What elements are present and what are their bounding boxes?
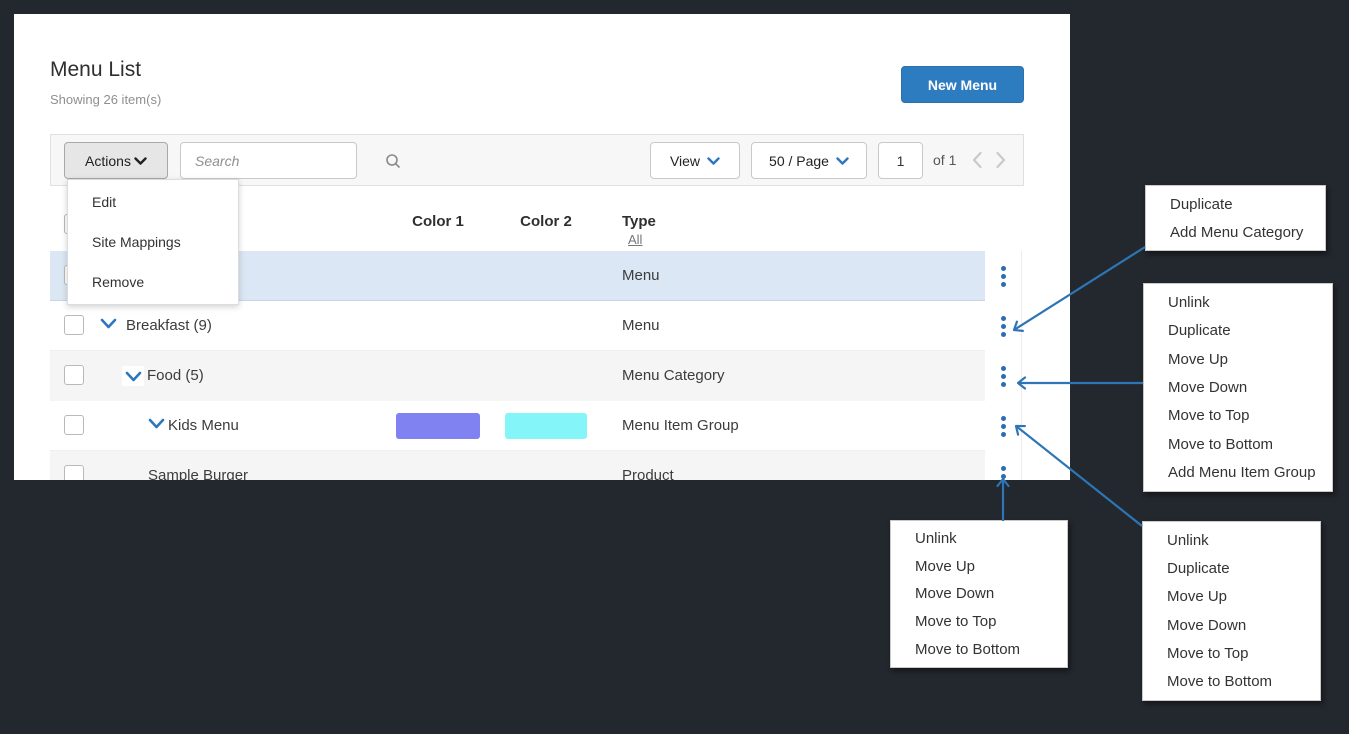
menu-item-add-menu-item-group[interactable]: Add Menu Item Group bbox=[1168, 464, 1316, 482]
chevron-down-icon bbox=[707, 153, 720, 169]
menu-item-move-to-bottom[interactable]: Move to Bottom bbox=[1168, 435, 1274, 453]
menu-item-move-up[interactable]: Move Up bbox=[915, 557, 976, 575]
row-type: Menu bbox=[622, 317, 660, 334]
row-name: Food (5) bbox=[147, 367, 204, 384]
actions-dropdown-menu: Edit Site Mappings Remove bbox=[67, 179, 239, 305]
chevron-down-icon bbox=[836, 153, 849, 169]
menu-item-move-down[interactable]: Move Down bbox=[1167, 616, 1247, 634]
page-size-label: 50 / Page bbox=[769, 152, 829, 169]
context-menu-product: Unlink Move Up Move Down Move to Top Mov… bbox=[890, 520, 1068, 668]
menu-item-move-to-top[interactable]: Move to Top bbox=[915, 613, 997, 631]
search-input[interactable] bbox=[181, 152, 385, 169]
menu-item-unlink[interactable]: Unlink bbox=[915, 530, 957, 548]
row-kebab-menu-icon[interactable] bbox=[1000, 315, 1006, 337]
row-type: Product bbox=[622, 467, 674, 480]
row-kebab-menu-icon[interactable] bbox=[1000, 265, 1006, 287]
view-dropdown-button[interactable]: View bbox=[650, 142, 740, 179]
table-row: Food (5) Menu Category bbox=[50, 351, 1022, 401]
page-size-dropdown-button[interactable]: 50 / Page bbox=[751, 142, 867, 179]
row-type: Menu Item Group bbox=[622, 417, 739, 434]
color1-swatch bbox=[396, 413, 480, 439]
menu-item-move-down[interactable]: Move Down bbox=[1168, 378, 1248, 396]
search-icon[interactable] bbox=[385, 153, 413, 169]
row-checkbox[interactable] bbox=[64, 465, 84, 480]
row-kebab-menu-icon[interactable] bbox=[1000, 365, 1006, 387]
menu-item-move-to-top[interactable]: Move to Top bbox=[1168, 407, 1250, 425]
table-row: Kids Menu Menu Item Group bbox=[50, 401, 1022, 451]
row-name: Breakfast (9) bbox=[126, 317, 212, 334]
menu-item-remove[interactable]: Remove bbox=[92, 274, 145, 290]
menu-item-edit[interactable]: Edit bbox=[92, 194, 117, 210]
row-name: Sample Burger bbox=[148, 467, 249, 480]
actions-dropdown-button[interactable]: Actions bbox=[64, 142, 168, 179]
row-checkbox[interactable] bbox=[64, 365, 84, 385]
column-header-color1: Color 1 bbox=[412, 213, 464, 230]
column-header-type: Type bbox=[622, 213, 656, 230]
view-button-label: View bbox=[669, 152, 701, 169]
context-menu-menu-category: Unlink Duplicate Move Up Move Down Move … bbox=[1143, 283, 1333, 492]
column-header-color2: Color 2 bbox=[520, 213, 572, 230]
menu-item-move-up[interactable]: Move Up bbox=[1167, 588, 1228, 606]
menu-item-unlink[interactable]: Unlink bbox=[1168, 293, 1210, 311]
row-name: Kids Menu bbox=[168, 417, 239, 434]
menu-item-duplicate[interactable]: Duplicate bbox=[1170, 195, 1233, 213]
menu-item-unlink[interactable]: Unlink bbox=[1167, 531, 1209, 549]
table-row: Sample Burger Product bbox=[50, 451, 1022, 480]
color2-swatch bbox=[505, 413, 587, 439]
menu-item-site-mappings[interactable]: Site Mappings bbox=[92, 234, 181, 250]
new-menu-button-label: New Menu bbox=[927, 76, 998, 93]
menu-list-panel: Menu List Showing 26 item(s) New Menu Ac… bbox=[14, 14, 1070, 480]
search-box bbox=[180, 142, 401, 179]
expand-chevron-icon[interactable] bbox=[100, 318, 117, 329]
row-checkbox[interactable] bbox=[64, 315, 84, 335]
new-menu-button[interactable]: New Menu bbox=[901, 66, 1024, 103]
menu-item-move-down[interactable]: Move Down bbox=[915, 585, 995, 603]
next-page-icon[interactable] bbox=[995, 151, 1007, 174]
menu-item-duplicate[interactable]: Duplicate bbox=[1168, 322, 1231, 340]
toolbar: Actions View 50 / Page of 1 bbox=[50, 134, 1024, 186]
table-row: Breakfast (9) Menu bbox=[50, 301, 1022, 351]
menu-item-move-to-bottom[interactable]: Move to Bottom bbox=[1167, 673, 1273, 691]
menu-item-move-to-top[interactable]: Move to Top bbox=[1167, 644, 1249, 662]
context-menu-menu-item-group: Unlink Duplicate Move Up Move Down Move … bbox=[1142, 521, 1321, 701]
menu-item-duplicate[interactable]: Duplicate bbox=[1167, 559, 1230, 577]
row-kebab-menu-icon[interactable] bbox=[1000, 465, 1006, 481]
item-count-label: Showing 26 item(s) bbox=[50, 92, 162, 107]
page-title: Menu List bbox=[50, 58, 142, 81]
type-filter-all-link[interactable]: All bbox=[628, 232, 643, 247]
row-type: Menu Category bbox=[622, 367, 725, 384]
chevron-down-icon bbox=[134, 153, 147, 169]
menu-item-move-up[interactable]: Move Up bbox=[1168, 350, 1229, 368]
page-total-label: of 1 bbox=[933, 152, 957, 168]
row-kebab-menu-icon[interactable] bbox=[1000, 415, 1006, 437]
row-checkbox[interactable] bbox=[64, 415, 84, 435]
context-menu-menu-row: Duplicate Add Menu Category bbox=[1145, 185, 1326, 251]
menu-item-add-menu-category[interactable]: Add Menu Category bbox=[1170, 223, 1304, 241]
expand-chevron-icon[interactable] bbox=[122, 366, 144, 386]
page-number-input[interactable] bbox=[878, 142, 923, 179]
actions-button-label: Actions bbox=[85, 152, 131, 169]
menu-item-move-to-bottom[interactable]: Move to Bottom bbox=[915, 640, 1021, 658]
previous-page-icon[interactable] bbox=[971, 151, 983, 174]
expand-chevron-icon[interactable] bbox=[148, 418, 165, 429]
row-type: Menu bbox=[622, 267, 660, 284]
